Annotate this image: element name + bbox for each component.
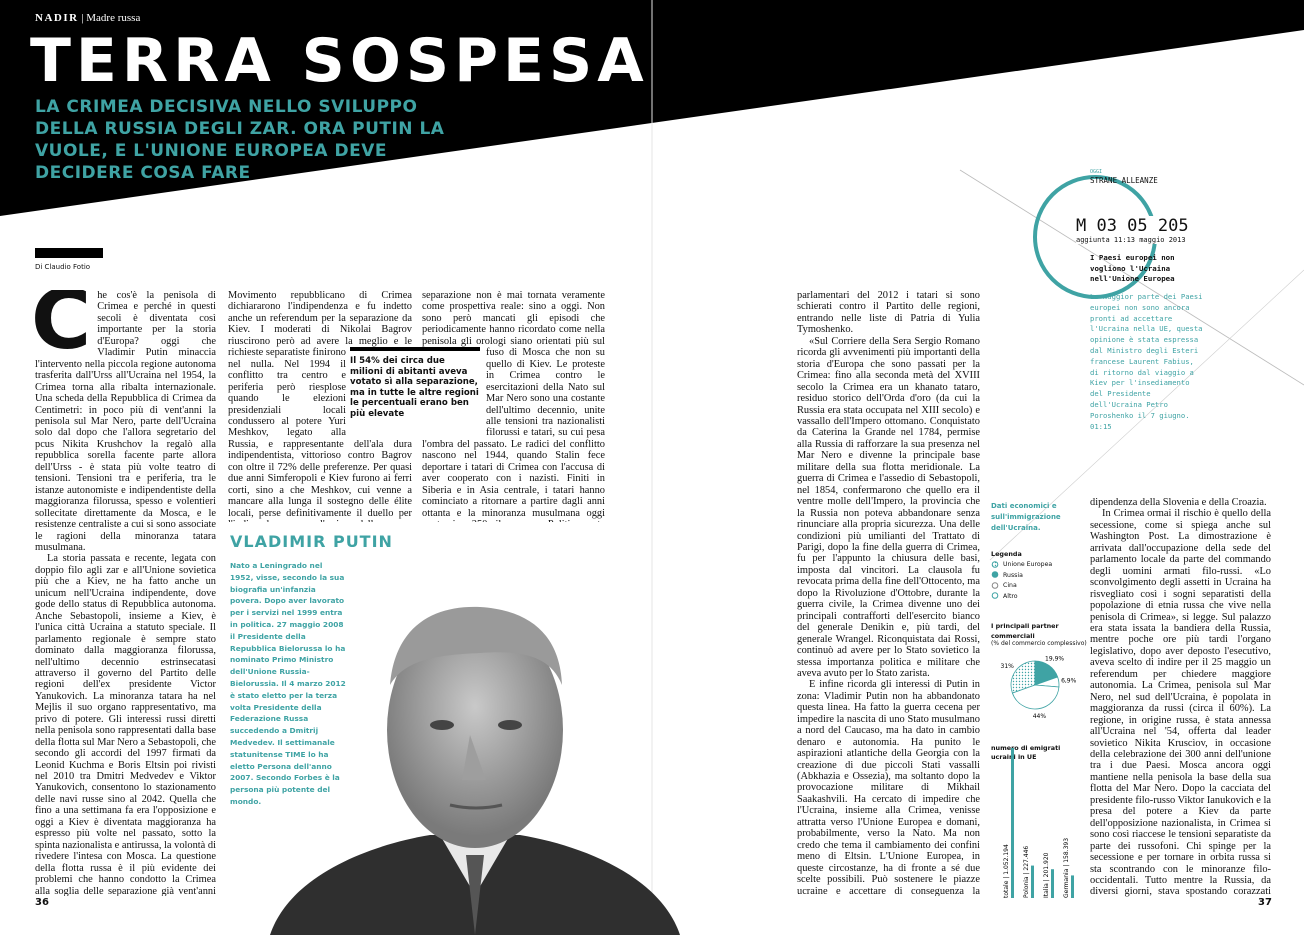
- byline-bar: [35, 248, 103, 258]
- paragraph: separazione non è mai tornata veramente …: [422, 290, 605, 522]
- column: dipendenza della Slovenia e della Croazi…: [1090, 497, 1271, 897]
- partners-title: I principali partner commerciali: [991, 622, 1059, 640]
- paragraph: Movimento repubblicano di Crimea dichiar…: [228, 290, 412, 522]
- pie-slice: [1011, 684, 1060, 710]
- legend-label: Cina: [1003, 582, 1017, 589]
- paragraph: «Sul Corriere della Sera Sergio Romano r…: [797, 335, 980, 679]
- page-number: 36: [35, 897, 49, 908]
- subtitle: La Crimea decisiva nello sviluppo della …: [35, 97, 445, 183]
- column: Movimento repubblicano di Crimea dichiar…: [228, 290, 412, 522]
- page-number: 37: [1258, 897, 1272, 908]
- legend-label: Unione Europea: [1003, 561, 1053, 568]
- bar: [1071, 875, 1074, 898]
- updated: aggiunta 11:13 maggio 2013: [1076, 236, 1186, 244]
- legend-item: Unione Europea: [991, 560, 1052, 571]
- legend-swatch: [991, 560, 999, 568]
- legend-swatch: [991, 592, 999, 599]
- legend-label: Russia: [1003, 571, 1023, 579]
- legend-label: Altro: [1003, 592, 1018, 600]
- pull-quote: Il 54% dei circa due milioni di abitanti…: [350, 347, 480, 420]
- bar-category: Italia: [1043, 883, 1050, 898]
- pie-label: 31%: [1001, 663, 1015, 670]
- swatch: [991, 581, 999, 589]
- aside-body: La maggior parte dei Paesi europei non s…: [1090, 292, 1203, 431]
- bar-separator: |: [1003, 875, 1010, 881]
- drop-cap: C: [35, 290, 92, 368]
- paragraph: dipendenza della Slovenia e della Croazi…: [1090, 497, 1267, 508]
- bar-value: 201.920: [1043, 852, 1050, 877]
- legend-item: Russia: [991, 571, 1052, 582]
- kicker: OGGI: [1090, 169, 1103, 175]
- running-head: NADIR | Madre russa: [35, 12, 140, 24]
- legend-swatch: [991, 581, 999, 589]
- aside-headline: I Paesi europei non vogliono l'Ucraina n…: [1090, 253, 1175, 283]
- bar-label: Germania | 158.393: [1063, 838, 1070, 898]
- diagonal-line: [989, 269, 1304, 561]
- diagonal-line: [959, 169, 1304, 386]
- bar: [1031, 865, 1034, 898]
- bar-category: Germania: [1063, 868, 1070, 898]
- profile-name: VLADIMIR PUTIN: [230, 532, 393, 551]
- bar: [1011, 748, 1014, 898]
- info-title: Dati economici e sull'immigrazione dell'…: [991, 502, 1061, 532]
- profile-bio: Nato a Leningrado nel 1952, visse, secon…: [230, 561, 346, 806]
- legend-swatch: [991, 571, 999, 578]
- bar-separator: |: [1023, 871, 1030, 877]
- title: TERRA SOSPESA: [30, 26, 649, 96]
- bar-separator: |: [1043, 877, 1050, 883]
- swatch: [991, 592, 999, 599]
- column: C he cos'è la penisola di Crimea e perch…: [35, 290, 216, 896]
- bar-value: 158.393: [1063, 838, 1070, 863]
- pie-slice: [1010, 660, 1036, 694]
- aside-tag: STRANE ALLEANZE: [1090, 176, 1158, 185]
- partners-note: (% del commercio complessivo): [991, 640, 1087, 647]
- column: separazione non è mai tornata veramente …: [422, 290, 605, 522]
- paragraph: parlamentari del 2012 i tatari si sono s…: [797, 290, 980, 336]
- legend-item: Cina: [991, 581, 1052, 592]
- portrait: [270, 606, 680, 935]
- swatch: [991, 571, 999, 578]
- paragraph: he cos'è la penisola di Crimea e perché …: [35, 290, 216, 553]
- swatch: [991, 560, 999, 568]
- paragraph: In Crimea ormai il rischio è quello dell…: [1090, 508, 1271, 897]
- legend-item: Altro: [991, 592, 1052, 603]
- bar: [1051, 869, 1054, 898]
- pie-label: 19,9%: [1045, 655, 1064, 662]
- legend-title: Legenda: [991, 550, 1022, 558]
- bar-value: 227.446: [1023, 846, 1030, 871]
- date-code: M 03 05 205: [1074, 216, 1191, 236]
- legend: Unione Europea Russia Cina Altro: [991, 560, 1052, 602]
- infographic-chart: 31% 19,9% 6,9% 44% totale | 1.052.194 Polonia…: [1001, 655, 1077, 898]
- pie-label: 44%: [1033, 713, 1047, 720]
- bar-category: Polonia: [1023, 876, 1030, 898]
- column: parlamentari del 2012 i tatari si sono s…: [797, 290, 980, 896]
- byline: Di Claudio Fotio: [35, 263, 91, 271]
- section-tag: | Madre russa: [81, 12, 141, 24]
- bar-label: Polonia | 227.446: [1023, 846, 1030, 898]
- bar-label: totale | 1.052.194: [1003, 844, 1010, 898]
- paragraph: La storia passata e recente, legata con …: [35, 553, 216, 896]
- bar-label: Italia | 201.920: [1043, 852, 1050, 898]
- paragraph: E infine ricorda gli interessi di Putin …: [797, 679, 980, 896]
- section: NADIR: [35, 12, 79, 24]
- bar-value: 1.052.194: [1003, 844, 1010, 875]
- bar-category: totale: [1003, 880, 1010, 898]
- pie-label: 6,9%: [1061, 677, 1077, 684]
- bar-separator: |: [1063, 863, 1070, 869]
